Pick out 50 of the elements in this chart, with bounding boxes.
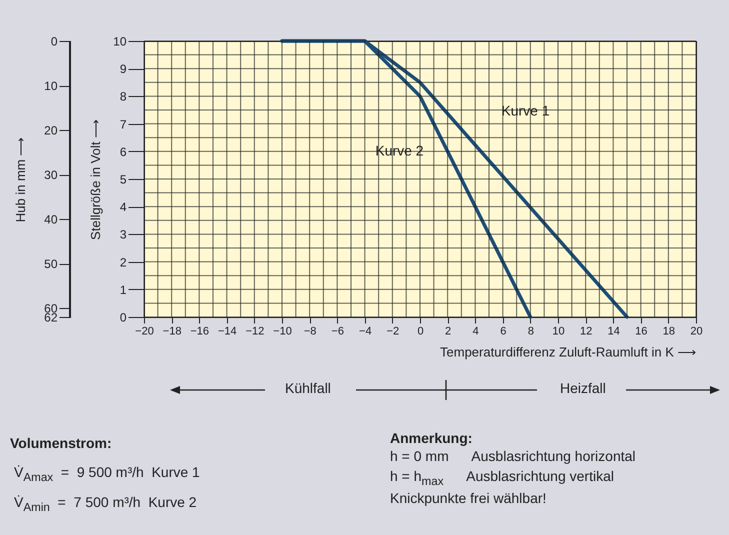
y2-tick-label: 50 bbox=[44, 257, 58, 272]
x-tick-label: −16 bbox=[190, 326, 210, 338]
text: Anmerkung: bbox=[390, 430, 472, 446]
x-tick-label: −18 bbox=[162, 326, 182, 338]
y-tick-label: 9 bbox=[120, 62, 127, 76]
x-tick-label: −12 bbox=[246, 326, 264, 338]
x-tick-label: 2 bbox=[445, 326, 452, 338]
x-tick-label: 10 bbox=[552, 326, 565, 338]
y2-tick-label: 20 bbox=[44, 124, 58, 138]
y-tick-label: 6 bbox=[120, 144, 127, 159]
x-tick-label: −8 bbox=[304, 326, 316, 338]
x-tick-label: −10 bbox=[273, 326, 292, 338]
y-tick-label: 5 bbox=[120, 172, 127, 186]
y2-tick-label: 30 bbox=[44, 168, 58, 182]
x-tick-label: 8 bbox=[528, 326, 534, 338]
y-tick-label: 7 bbox=[120, 117, 127, 132]
text: Volumenstrom: bbox=[10, 435, 112, 451]
x-tick-label: 16 bbox=[635, 326, 648, 338]
y2-tick-label: 0 bbox=[50, 34, 58, 48]
x-tick-label: 14 bbox=[608, 326, 620, 338]
y-tick-label: 3 bbox=[120, 228, 127, 242]
text: h = 0 mm Ausblasrichtung horizontal bbox=[390, 448, 636, 464]
text: Knickpunkte frei wählbar! bbox=[390, 490, 546, 506]
x-tick-label: 20 bbox=[690, 326, 703, 338]
x-tick-label: −20 bbox=[135, 326, 154, 338]
text: h = h$_{max}$ Ausblasrichtung vertikal bbox=[390, 468, 614, 488]
y-tick-label: 2 bbox=[120, 255, 127, 270]
y-axis-title: Stellgröße in Volt ⟶ bbox=[88, 119, 104, 240]
y-tick-label: 1 bbox=[120, 282, 127, 297]
text: V̇$_{Amax}$ = 9 500 m³/h Kurve 1 bbox=[14, 464, 200, 484]
text: Kühlfall bbox=[285, 380, 331, 396]
text: Heizfall bbox=[560, 380, 606, 396]
x-tick-label: −2 bbox=[386, 326, 400, 338]
x-tick-label: 0 bbox=[417, 326, 424, 338]
y2-tick-label: 40 bbox=[44, 212, 58, 227]
x-axis-title: Temperaturdifferenz Zuluft-Raumluft in K ⟶ bbox=[440, 344, 696, 360]
y-tick-label: 8 bbox=[120, 90, 127, 104]
y-tick-label: 4 bbox=[120, 200, 127, 214]
x-tick-label: 18 bbox=[662, 326, 676, 338]
x-tick-label: −4 bbox=[359, 326, 372, 338]
y-tick-label: 0 bbox=[120, 310, 127, 324]
y2-axis-title: Hub in mm ⟶ bbox=[13, 136, 28, 222]
x-tick-label: 12 bbox=[580, 326, 592, 338]
x-tick-label: 6 bbox=[500, 326, 506, 338]
text: V̇$_{Amin}$ = 7 500 m³/h Kurve 2 bbox=[14, 494, 197, 514]
x-tick-label: 4 bbox=[472, 326, 479, 338]
x-tick-label: −14 bbox=[218, 326, 237, 338]
y-tick-label: 10 bbox=[113, 34, 127, 48]
y2-tick-label: 10 bbox=[44, 79, 58, 94]
x-tick-label: −6 bbox=[331, 326, 344, 338]
